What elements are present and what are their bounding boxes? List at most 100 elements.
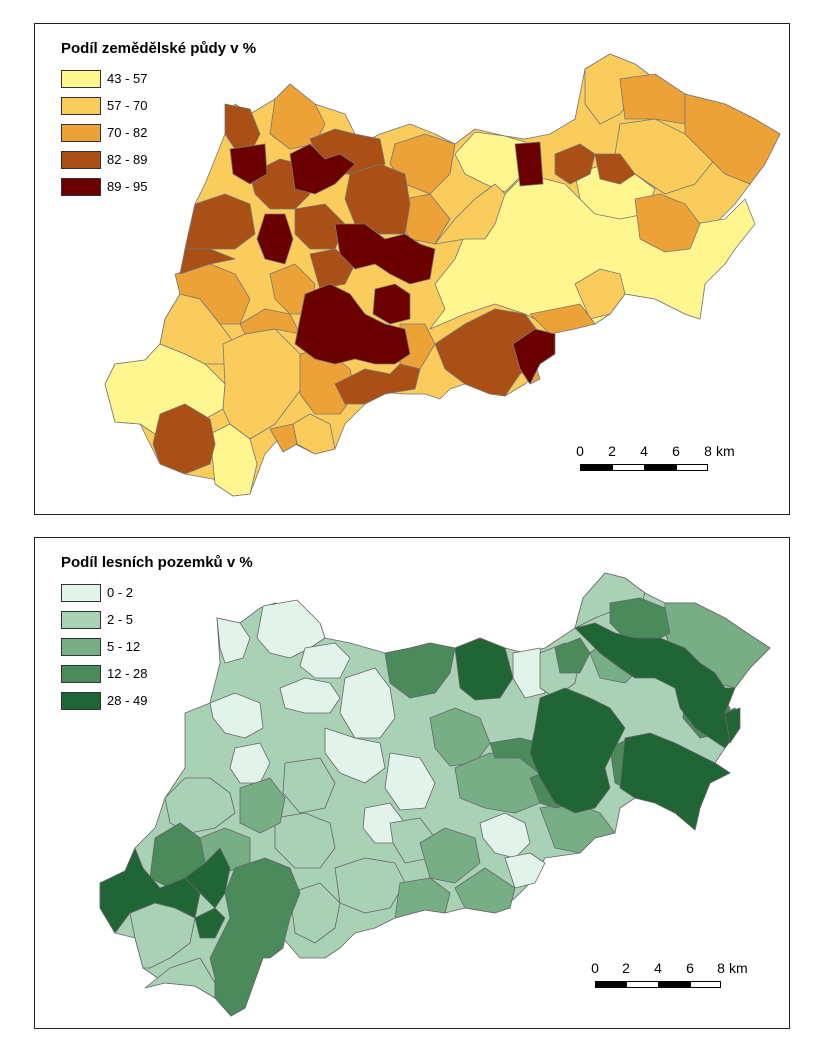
scale-segment <box>644 464 677 471</box>
region <box>334 223 436 285</box>
region <box>529 687 626 814</box>
agricultural-land-map: Podíl zemědělské půdy v % 43 - 57 57 - 7… <box>34 23 790 515</box>
legend-item: 82 - 89 <box>61 146 256 173</box>
region <box>289 143 356 195</box>
legend-swatch <box>61 691 101 710</box>
region <box>309 248 356 290</box>
region <box>229 143 268 185</box>
region <box>289 882 341 944</box>
scale-segment <box>595 981 627 988</box>
legend-swatch <box>61 177 101 196</box>
scale-tick-label: 6 <box>686 960 694 976</box>
region <box>256 213 294 265</box>
scale-segment <box>612 464 645 471</box>
legend-swatch <box>61 96 101 115</box>
scale-segment <box>676 464 708 471</box>
scale-bar: 0 2 4 6 8 km <box>576 443 735 477</box>
legend: Podíl lesních pozemků v % 0 - 2 2 - 5 5 … <box>61 554 253 714</box>
legend-swatch <box>61 150 101 169</box>
legend-swatch <box>61 610 101 629</box>
region <box>282 757 336 814</box>
region <box>179 248 236 275</box>
region <box>216 617 251 664</box>
region <box>344 163 411 235</box>
region <box>684 93 781 185</box>
legend-item: 28 - 49 <box>61 687 253 714</box>
legend-swatch <box>61 664 101 683</box>
legend-item: 43 - 57 <box>61 65 256 92</box>
region <box>334 363 421 405</box>
agricultural-land-map-canvas <box>104 53 781 497</box>
legend-swatch <box>61 69 101 88</box>
region <box>274 812 336 869</box>
region <box>339 667 396 739</box>
scale-segment <box>626 981 659 988</box>
region <box>384 752 436 811</box>
region <box>574 572 646 629</box>
scale-tick-label: 4 <box>640 443 648 459</box>
legend-item: 2 - 5 <box>61 606 253 633</box>
scale-tick-label: 8 <box>704 443 712 459</box>
scale-tick-label: 0 <box>591 960 599 976</box>
legend-title: Podíl zemědělské půdy v % <box>61 40 257 57</box>
region <box>269 423 298 453</box>
region <box>454 867 516 914</box>
region <box>619 732 731 831</box>
scale-segment <box>658 981 691 988</box>
region <box>514 141 544 187</box>
region <box>429 707 491 767</box>
legend-label: 57 - 70 <box>107 98 148 113</box>
region <box>512 647 546 699</box>
region <box>209 692 264 739</box>
scale-unit-label: km <box>729 960 748 976</box>
legend-label: 70 - 82 <box>107 125 148 140</box>
region <box>724 707 741 744</box>
scale-unit-label: km <box>716 443 735 459</box>
region <box>152 403 216 475</box>
legend-item: 0 - 2 <box>61 579 253 606</box>
scale-tick-label: 6 <box>672 443 680 459</box>
legend-label: 0 - 2 <box>107 585 134 600</box>
region <box>279 677 341 714</box>
region <box>574 622 741 749</box>
legend-swatch <box>61 583 101 602</box>
legend-label: 12 - 28 <box>107 666 148 681</box>
scale-tick-label: 2 <box>622 960 630 976</box>
legend-item: 57 - 70 <box>61 92 256 119</box>
scale-tick-label: 4 <box>654 960 662 976</box>
region <box>594 153 636 185</box>
scale-tick-label: 8 <box>717 960 725 976</box>
legend-item: 12 - 28 <box>61 660 253 687</box>
region <box>159 293 236 365</box>
region <box>299 642 351 679</box>
region <box>324 727 386 784</box>
legend-label: 89 - 95 <box>107 179 148 194</box>
legend-item: 89 - 95 <box>61 173 256 200</box>
region <box>269 83 326 150</box>
legend: Podíl zemědělské půdy v % 43 - 57 57 - 7… <box>61 40 256 200</box>
legend-item: 70 - 82 <box>61 119 256 146</box>
legend-label: 82 - 89 <box>107 152 148 167</box>
legend-title: Podíl lesních pozemků v % <box>61 554 253 571</box>
legend-swatch <box>61 637 101 656</box>
region <box>554 637 591 674</box>
legend-label: 2 - 5 <box>107 612 134 627</box>
legend-label: 28 - 49 <box>107 693 148 708</box>
forest-land-map-canvas <box>99 572 771 1017</box>
region <box>334 857 406 914</box>
region <box>454 637 514 701</box>
scale-segment <box>580 464 613 471</box>
region <box>479 812 531 859</box>
legend-label: 43 - 57 <box>107 71 148 86</box>
region <box>294 283 411 365</box>
legend-item: 5 - 12 <box>61 633 253 660</box>
region <box>194 907 226 939</box>
region <box>394 877 451 919</box>
region <box>504 852 546 889</box>
scale-segment <box>690 981 721 988</box>
scale-bar: 0 2 4 6 8 km <box>591 960 748 994</box>
region <box>619 73 686 125</box>
forest-land-map: Podíl lesních pozemků v % 0 - 2 2 - 5 5 … <box>34 537 790 1029</box>
region <box>384 642 456 699</box>
legend-label: 5 - 12 <box>107 639 141 654</box>
